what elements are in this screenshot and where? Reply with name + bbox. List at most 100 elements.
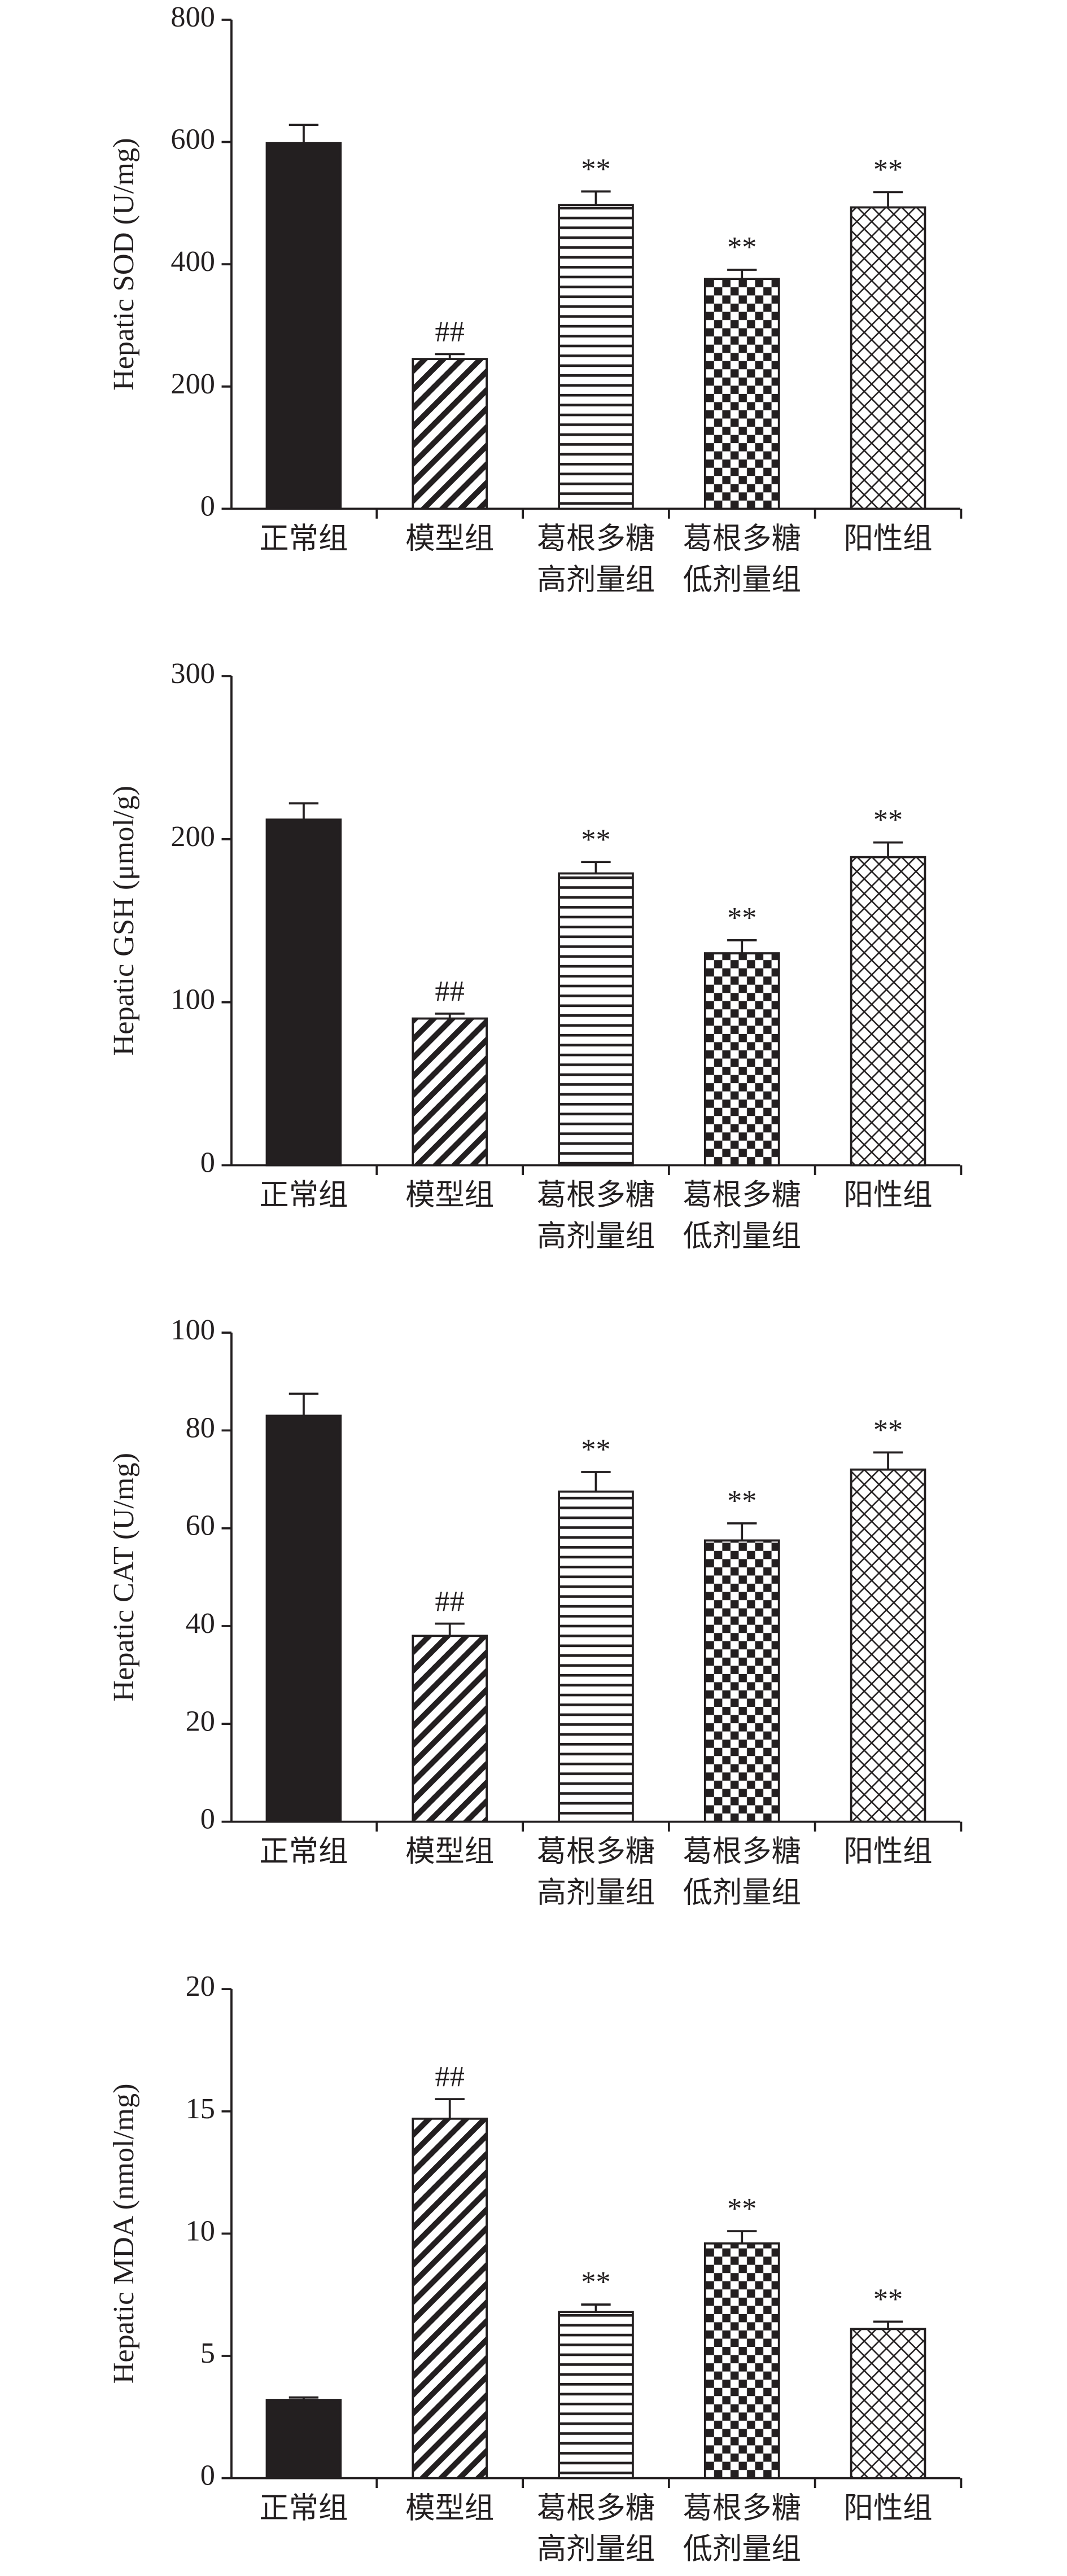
x-tick-label: 正常组 <box>259 1835 348 1868</box>
error-bar <box>581 190 611 205</box>
bar <box>265 818 342 1167</box>
y-tick-label: 80 <box>186 1411 215 1444</box>
chart-panel: 0 20 40 60 80 100 Hepatic CAT (U/mg) 正常组 ## 模型组 **… <box>107 1313 963 1909</box>
y-tick-label: 300 <box>170 657 215 690</box>
x-tick-label: 葛根多糖 <box>537 1179 655 1212</box>
y-tick-label: 800 <box>170 1 215 33</box>
x-tick-label: 阳性组 <box>844 2492 933 2525</box>
significance-label: ## <box>435 2060 465 2093</box>
x-tick-label: 阳性组 <box>844 1179 933 1212</box>
error-bar <box>288 1392 319 1416</box>
bar <box>265 142 342 510</box>
x-tick-label: 模型组 <box>405 2492 494 2525</box>
bar <box>558 872 634 1167</box>
bar <box>850 1468 926 1823</box>
error-bar <box>435 2098 465 2119</box>
significance-label: ** <box>873 804 903 836</box>
bar <box>412 358 488 510</box>
y-tick-label: 15 <box>186 2092 215 2125</box>
error-bar <box>873 191 903 208</box>
bar <box>703 278 780 510</box>
x-tick-label: 阳性组 <box>844 1835 933 1868</box>
error-bar <box>727 1522 757 1541</box>
significance-label: ## <box>435 316 465 348</box>
x-tick-label: 葛根多糖 <box>683 2492 801 2525</box>
x-tick-label: 低剂量组 <box>683 563 801 596</box>
y-axis-label: Hepatic SOD (U/mg) <box>107 138 140 391</box>
significance-label: ## <box>435 1585 465 1618</box>
significance-label: ** <box>873 153 903 186</box>
error-bar <box>288 802 319 820</box>
y-tick-label: 60 <box>186 1509 215 1542</box>
bar <box>265 1414 342 1823</box>
error-bar <box>581 861 611 874</box>
bar <box>703 952 780 1167</box>
significance-label: ** <box>727 231 756 264</box>
error-bar <box>873 1451 903 1470</box>
x-tick-label: 正常组 <box>259 1179 348 1212</box>
bar <box>703 1539 780 1823</box>
error-bar <box>727 2230 757 2244</box>
y-tick-label: 400 <box>170 245 215 278</box>
y-axis-label: Hepatic GSH (μmol/g) <box>107 786 140 1056</box>
bar <box>558 204 634 510</box>
x-tick-label: 高剂量组 <box>537 1220 655 1252</box>
significance-label: ## <box>435 975 465 1007</box>
y-axis-label: Hepatic CAT (U/mg) <box>107 1453 140 1702</box>
bar <box>703 2242 780 2479</box>
x-tick-label: 葛根多糖 <box>683 1835 801 1868</box>
error-bar <box>581 1471 611 1492</box>
x-tick-label: 模型组 <box>405 1179 494 1212</box>
bar <box>850 856 926 1167</box>
bar <box>558 1490 634 1823</box>
chart-panel: 0 5 10 15 20 Hepatic MDA (nmol/mg) 正常组 ## 模型组 ** 葛… <box>107 1970 963 2566</box>
bar <box>850 2328 926 2479</box>
y-tick-label: 0 <box>200 1803 215 1835</box>
x-tick-label: 模型组 <box>405 523 494 555</box>
x-tick-label: 正常组 <box>259 523 348 555</box>
chart-panel: 0 100 200 300 Hepatic GSH (μmol/g) 正常组 ## 模型组 **… <box>107 657 963 1252</box>
x-tick-label: 低剂量组 <box>683 1876 801 1909</box>
x-tick-label: 葛根多糖 <box>683 1179 801 1212</box>
y-tick-label: 20 <box>186 1705 215 1737</box>
significance-label: ** <box>873 2283 903 2316</box>
x-tick-label: 低剂量组 <box>683 1220 801 1252</box>
y-tick-label: 100 <box>170 983 215 1016</box>
bar <box>558 2311 634 2479</box>
significance-label: ** <box>581 2266 610 2298</box>
y-tick-label: 10 <box>186 2214 215 2247</box>
x-tick-label: 高剂量组 <box>537 2533 655 2566</box>
significance-label: ** <box>873 1414 903 1447</box>
x-tick-label: 葛根多糖 <box>537 523 655 555</box>
y-tick-label: 200 <box>170 367 215 400</box>
x-tick-label: 阳性组 <box>844 523 933 555</box>
error-bar <box>581 2303 611 2312</box>
x-tick-label: 葛根多糖 <box>683 523 801 555</box>
x-tick-label: 低剂量组 <box>683 2533 801 2566</box>
error-bar <box>727 939 757 954</box>
y-tick-label: 5 <box>200 2337 215 2369</box>
significance-label: ** <box>581 1433 610 1466</box>
error-bar <box>727 269 757 279</box>
error-bar <box>873 841 903 857</box>
chart-panel: 0 200 400 600 800 Hepatic SOD (U/mg) 正常组 ## 模型组 *… <box>107 1 963 596</box>
bar <box>412 2117 488 2479</box>
y-tick-label: 0 <box>200 2459 215 2492</box>
significance-label: ** <box>727 901 756 934</box>
significance-label: ** <box>581 823 610 856</box>
significance-label: ** <box>727 1484 756 1517</box>
y-tick-label: 0 <box>200 1146 215 1179</box>
y-tick-label: 600 <box>170 123 215 156</box>
x-tick-label: 模型组 <box>405 1835 494 1868</box>
bar <box>412 1635 488 1823</box>
bar <box>850 206 926 510</box>
y-axis-label: Hepatic MDA (nmol/mg) <box>107 2083 140 2384</box>
significance-label: ** <box>727 2192 756 2225</box>
y-tick-label: 100 <box>170 1313 215 1346</box>
significance-label: ** <box>581 152 610 185</box>
x-tick-label: 高剂量组 <box>537 1876 655 1909</box>
bar <box>265 2399 342 2479</box>
y-tick-label: 40 <box>186 1607 215 1640</box>
y-tick-label: 20 <box>186 1970 215 2003</box>
y-tick-label: 200 <box>170 820 215 853</box>
